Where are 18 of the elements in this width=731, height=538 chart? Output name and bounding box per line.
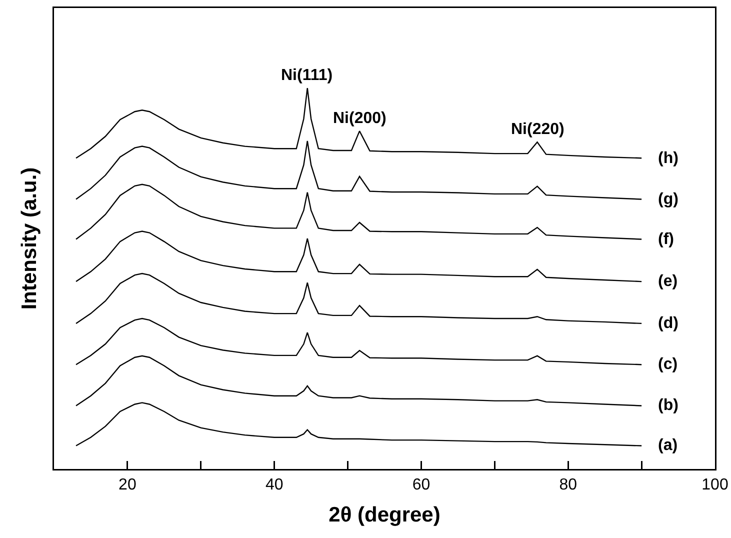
annotation: Ni(111) xyxy=(281,67,333,84)
x-tick-label: 40 xyxy=(265,476,284,494)
series-label: (e) xyxy=(658,273,678,290)
x-tick-label: 100 xyxy=(702,476,728,494)
x-tick-label: 80 xyxy=(559,476,578,494)
series-label: (h) xyxy=(658,150,678,167)
y-axis-title: Intensity (a.u.) xyxy=(18,167,41,310)
series-label: (c) xyxy=(658,356,678,373)
x-tick-label: 20 xyxy=(118,476,136,494)
annotation: Ni(200) xyxy=(333,110,386,127)
series-label: (a) xyxy=(658,437,678,454)
x-tick-label: 60 xyxy=(412,476,430,494)
series-label: (f) xyxy=(658,231,674,248)
annotation: Ni(220) xyxy=(511,121,564,138)
x-axis-title: 2θ (degree) xyxy=(328,504,440,527)
series-label: (b) xyxy=(658,397,678,414)
series-label: (d) xyxy=(658,315,678,332)
series-label: (g) xyxy=(658,191,678,208)
